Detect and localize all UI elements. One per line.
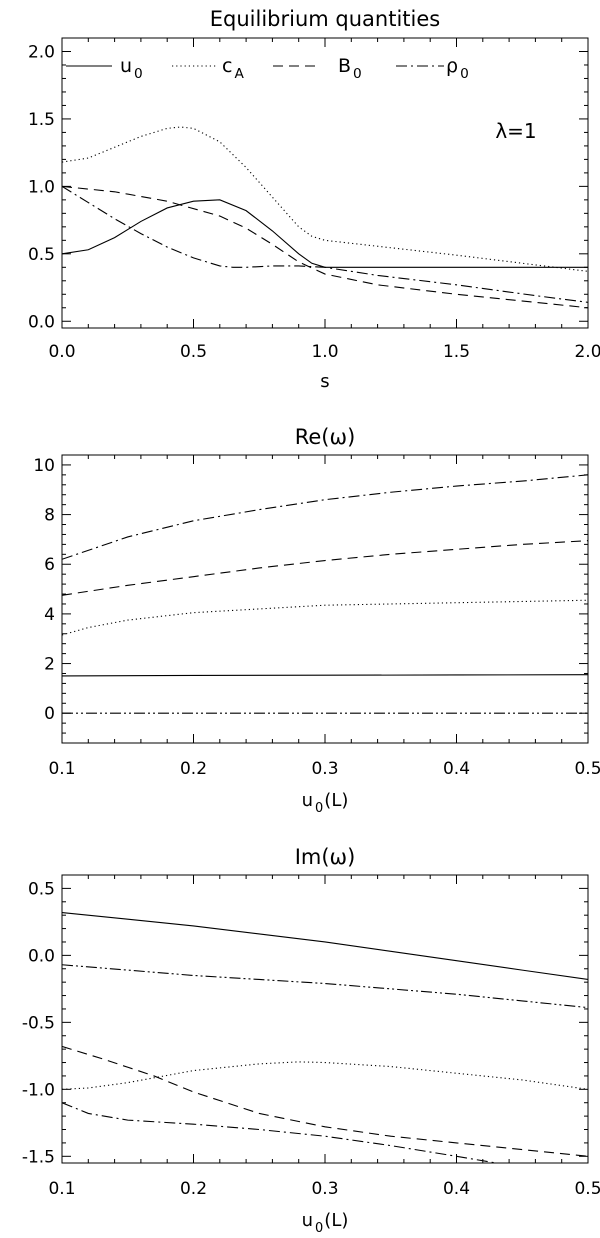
x-tick-label: 0.1 xyxy=(48,759,75,779)
chart-title: Equilibrium quantities xyxy=(210,7,440,31)
y-tick-label: 0.5 xyxy=(28,245,55,265)
series-group xyxy=(62,911,588,1163)
plot-frame xyxy=(61,454,589,744)
y-tick-label: -1.0 xyxy=(22,1080,55,1100)
y-tick-label: -0.5 xyxy=(22,1013,55,1033)
x-tick-label: 0.2 xyxy=(180,759,207,779)
x-tick-label: 0.3 xyxy=(311,1179,338,1199)
series-line-B0 xyxy=(62,185,588,309)
y-tick-label: 6 xyxy=(44,555,55,575)
x-axis-label-main: u xyxy=(302,790,313,811)
x-axis-label-main: u xyxy=(302,1210,313,1231)
y-tick-label: 0.0 xyxy=(28,946,55,966)
series-line-3 xyxy=(62,1061,588,1090)
panel-1: Equilibrium quantities 0.0 0.5 1.0 1.5 2.0 0.0… xyxy=(28,7,600,392)
chart-title: Re(ω) xyxy=(295,425,356,449)
series-line-cA xyxy=(62,126,588,272)
legend-label-4-main: ρ xyxy=(446,55,458,77)
y-tick-label: 1.0 xyxy=(28,177,55,197)
panels: Equilibrium quantities 0.0 0.5 1.0 1.5 2.0 0.0… xyxy=(22,7,600,1236)
y-tick-label: 10 xyxy=(33,456,55,476)
series-line-4 xyxy=(62,1045,588,1157)
x-axis-label-suffix: (L) xyxy=(324,1210,348,1231)
y-tick-label: 0.0 xyxy=(28,312,55,332)
x-tick-label: 0.5 xyxy=(574,1179,600,1199)
series-line-u0 xyxy=(62,199,588,268)
series-line-5 xyxy=(62,1102,497,1163)
x-tick-label: 0.5 xyxy=(180,342,207,362)
x-tick-label: 0.0 xyxy=(48,342,75,362)
x-axis-label-suffix: (L) xyxy=(324,790,348,811)
series-line-1 xyxy=(62,474,588,560)
series-line-4 xyxy=(62,674,588,677)
panel-3: Im(ω) 0.1 0.2 0.3 0.4 0.5 0.5 0.0 -0.5 -1.0 -1.5 u 0… xyxy=(22,845,600,1236)
series-line-2 xyxy=(62,540,588,596)
x-axis-label: u 0(L) xyxy=(302,1210,349,1236)
plot-frame xyxy=(61,874,589,1164)
legend-label-3-subscript: 0 xyxy=(353,66,362,82)
x-tick-label: 0.5 xyxy=(574,759,600,779)
x-axis-label-subscript: 0 xyxy=(315,1221,323,1236)
y-tick-label: 8 xyxy=(44,506,55,526)
x-tick-label: 2.0 xyxy=(574,342,600,362)
x-tick-label: 1.5 xyxy=(443,342,470,362)
series-group xyxy=(62,126,588,309)
x-tick-label: 1.0 xyxy=(311,342,338,362)
y-tick-label: 0.5 xyxy=(28,879,55,899)
series-line-rho0 xyxy=(62,185,588,303)
series-group xyxy=(62,474,588,714)
x-tick-label: 0.2 xyxy=(180,1179,207,1199)
chart-title: Im(ω) xyxy=(295,845,356,869)
x-tick-label: 0.1 xyxy=(48,1179,75,1199)
legend-label-4-subscript: 0 xyxy=(460,66,469,82)
legend-label-1-main: u xyxy=(120,55,132,77)
y-tick-label: 2.0 xyxy=(28,42,55,62)
y-tick-label: 4 xyxy=(44,605,55,625)
legend-label-3-main: B xyxy=(338,55,351,77)
series-line-3 xyxy=(62,599,588,636)
x-tick-label: 0.3 xyxy=(311,759,338,779)
y-tick-label: 2 xyxy=(44,655,55,675)
x-axis-label: s xyxy=(320,371,329,392)
x-tick-label: 0.4 xyxy=(443,759,470,779)
legend-label-1-subscript: 0 xyxy=(134,66,143,82)
lambda-annotation: λ=1 xyxy=(495,119,536,143)
legend-label-2-subscript: A xyxy=(234,66,244,82)
x-tick-label: 0.4 xyxy=(443,1179,470,1199)
x-axis-label: u 0(L) xyxy=(302,790,349,816)
x-axis-label-subscript: 0 xyxy=(315,801,323,816)
series-line-1 xyxy=(62,911,588,981)
y-tick-label: -1.5 xyxy=(22,1147,55,1167)
legend-label-2-main: c xyxy=(222,55,232,77)
y-tick-label: 1.5 xyxy=(28,110,55,130)
y-tick-label: 0 xyxy=(44,704,55,724)
series-line-2 xyxy=(62,964,588,1009)
